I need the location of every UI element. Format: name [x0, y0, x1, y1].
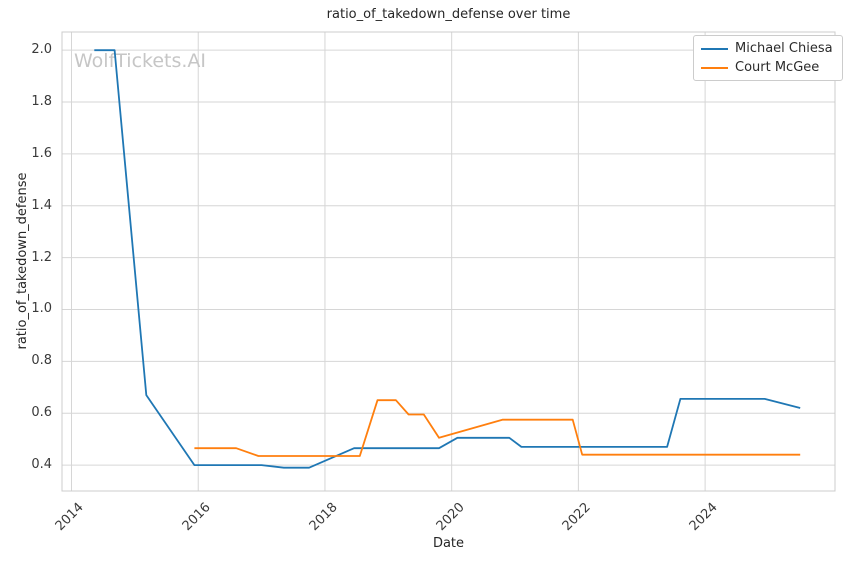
legend-line-blue-icon: [701, 47, 728, 50]
legend-line-orange-icon: [701, 66, 728, 69]
legend: Michael Chiesa Court McGee: [693, 35, 843, 81]
legend-label-michael-chiesa: Michael Chiesa: [735, 41, 833, 56]
chart-title: ratio_of_takedown_defense over time: [326, 7, 571, 22]
legend-item-michael-chiesa: Michael Chiesa: [701, 41, 833, 56]
watermark: WolfTickets.AI: [74, 50, 206, 72]
series-line-michael-chiesa: [94, 49, 801, 469]
x-axis-label: Date: [432, 536, 465, 551]
plot-border: [61, 31, 836, 492]
legend-label-court-mcgee: Court McGee: [735, 60, 820, 75]
series-line-court-mcgee: [194, 399, 801, 457]
legend-item-court-mcgee: Court McGee: [701, 60, 833, 75]
